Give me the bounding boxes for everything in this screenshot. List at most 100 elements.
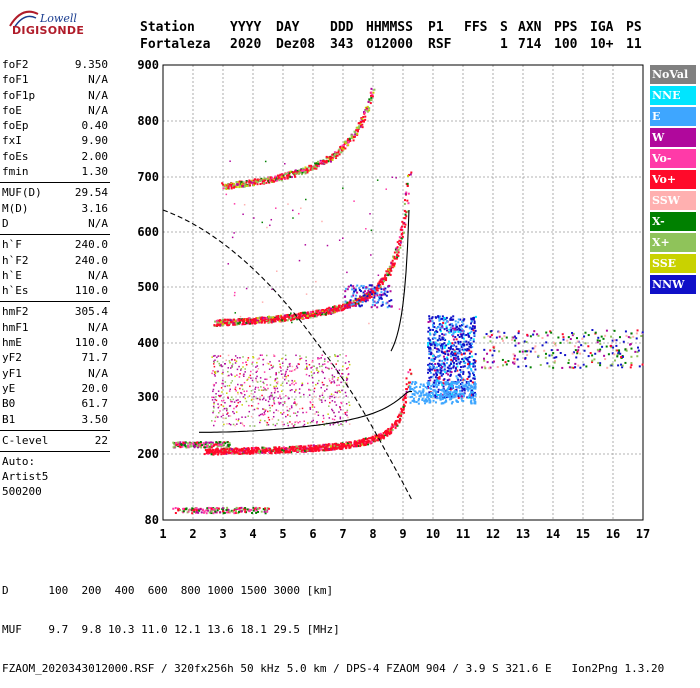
echo-mark [287, 203, 289, 205]
echo-mark [280, 177, 283, 180]
echo-mark [219, 449, 222, 452]
echo-mark [468, 362, 471, 365]
echo-mark [437, 355, 440, 358]
echo-mark [289, 176, 292, 179]
echo-mark [273, 318, 276, 321]
x-tick-label: 2 [189, 527, 196, 541]
echo-mark [361, 300, 364, 303]
echo-mark [382, 277, 385, 280]
echo-mark [317, 165, 320, 168]
echo-mark [340, 305, 343, 308]
echo-mark [474, 387, 477, 390]
echo-mark [248, 376, 250, 379]
echo-mark [279, 449, 282, 452]
echo-mark [452, 357, 455, 360]
echo-mark [461, 387, 464, 390]
echo-mark [374, 304, 377, 307]
echo-mark [280, 317, 283, 320]
echo-mark [356, 126, 359, 129]
echo-mark [191, 512, 194, 515]
echo-mark [441, 373, 444, 376]
echo-mark [467, 396, 470, 399]
echo-mark [441, 346, 444, 349]
echo-mark [529, 350, 532, 353]
echo-mark [376, 284, 379, 287]
header-value: RSF [428, 37, 452, 52]
echo-mark [435, 381, 438, 384]
echo-mark [370, 96, 373, 99]
echo-mark [334, 391, 337, 394]
echo-mark [467, 341, 470, 344]
echo-mark [281, 175, 284, 178]
echo-mark [359, 125, 362, 128]
echo-mark [360, 297, 363, 300]
echo-mark [221, 182, 224, 185]
echo-mark [373, 288, 376, 291]
echo-mark [319, 314, 322, 317]
echo-mark [429, 348, 432, 351]
echo-mark [274, 391, 276, 393]
echo-mark [399, 244, 402, 247]
echo-mark [187, 446, 190, 449]
echo-mark [452, 366, 455, 369]
echo-mark [438, 334, 441, 337]
echo-mark [243, 425, 245, 427]
echo-mark [245, 184, 248, 187]
x-tick-label: 5 [279, 527, 286, 541]
echo-mark [174, 445, 177, 448]
echo-mark [331, 409, 334, 412]
echo-mark [299, 448, 302, 451]
echo-mark [263, 371, 266, 373]
echo-mark [263, 508, 266, 511]
echo-mark [299, 355, 301, 357]
echo-mark [397, 248, 400, 251]
echo-mark [418, 395, 421, 398]
echo-mark [402, 398, 405, 401]
echo-mark [242, 181, 245, 184]
echo-mark [370, 94, 373, 97]
echo-mark [226, 447, 229, 450]
echo-mark [400, 409, 403, 412]
echo-mark [472, 374, 475, 377]
echo-mark [210, 446, 213, 449]
echo-mark [437, 315, 440, 318]
echo-mark [344, 362, 347, 364]
echo-mark [404, 217, 407, 220]
echo-mark [447, 387, 450, 390]
echo-mark [459, 394, 462, 397]
echo-mark [350, 136, 353, 139]
echo-mark [354, 133, 357, 136]
echo-mark [551, 354, 554, 357]
echo-mark [616, 349, 619, 352]
echo-mark [568, 341, 571, 344]
muf-curve [162, 209, 413, 501]
echo-mark [230, 382, 232, 384]
echo-mark [222, 452, 225, 455]
echo-mark [391, 266, 394, 269]
echo-mark [452, 327, 455, 330]
echo-mark [233, 509, 236, 512]
echo-mark [241, 392, 243, 395]
echo-mark [443, 333, 446, 336]
echo-mark [311, 448, 314, 451]
echo-mark [366, 442, 369, 445]
echo-mark [309, 312, 312, 315]
echo-mark [435, 330, 438, 333]
echo-mark [193, 509, 196, 512]
echo-mark [402, 403, 405, 406]
echo-mark [246, 318, 249, 321]
echo-mark [275, 447, 278, 450]
echo-mark [441, 398, 444, 401]
header-title-hhmmss: HHMMSS [366, 20, 413, 35]
y-tick-label: 300 [137, 390, 159, 404]
echo-mark [261, 394, 263, 397]
echo-mark [359, 445, 362, 448]
echo-mark [337, 355, 339, 357]
echo-mark [244, 323, 247, 326]
divider [0, 451, 110, 453]
param-row: hmF2 305.4 [0, 305, 112, 320]
echo-mark [289, 408, 291, 410]
echo-mark [326, 447, 329, 450]
echo-mark [246, 359, 249, 361]
echo-mark [254, 178, 257, 181]
